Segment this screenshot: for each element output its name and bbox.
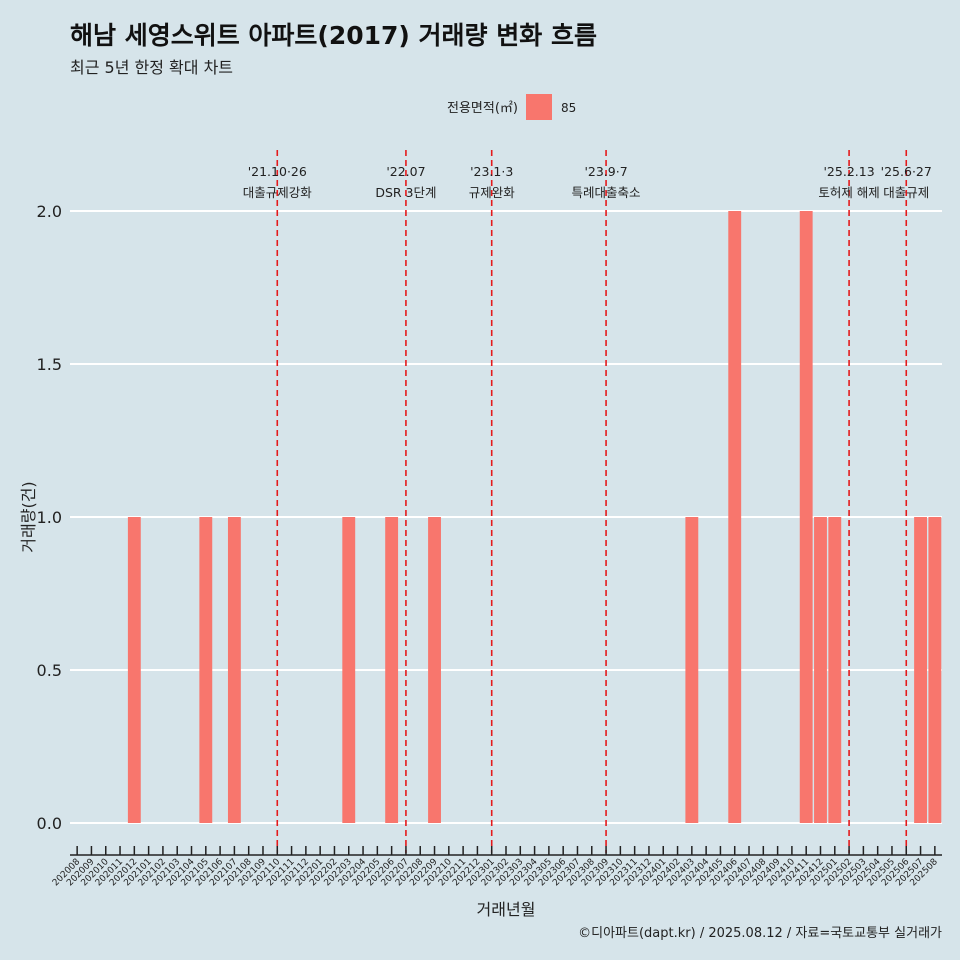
chart-subtitle: 최근 5년 한정 확대 차트 bbox=[70, 58, 234, 77]
bar bbox=[342, 517, 356, 823]
bar bbox=[728, 211, 742, 823]
legend-title: 전용면적(㎡) bbox=[447, 101, 518, 116]
y-axis: 0.0 0.5 1.0 1.5 2.0 bbox=[37, 202, 62, 833]
y-tick-label: 1.0 bbox=[37, 508, 62, 527]
event-name-label: 특례대출축소 bbox=[572, 185, 641, 200]
bar bbox=[127, 517, 141, 823]
event-name-label: 대출규제강화 bbox=[243, 185, 313, 200]
bar bbox=[814, 517, 827, 823]
y-axis-label: 거래량(건) bbox=[19, 481, 38, 552]
y-tick-label: 0.0 bbox=[37, 814, 62, 833]
event-date-label: '21.10·26 bbox=[248, 164, 307, 179]
bar bbox=[799, 211, 813, 823]
bar bbox=[428, 517, 441, 823]
bar bbox=[914, 517, 927, 823]
bar bbox=[227, 517, 241, 823]
x-axis: 2020082020092020102020112020122021012021… bbox=[51, 846, 942, 888]
legend: 전용면적(㎡) 85 bbox=[447, 94, 576, 120]
event-lines: '21.10·26 대출규제강화 '22.07 DSR 3단계 '23.1·3 규제완화 '… bbox=[243, 150, 932, 853]
bar bbox=[385, 517, 399, 823]
event-date-label: '25.6·27 bbox=[881, 164, 932, 179]
bars bbox=[127, 211, 942, 823]
source-caption: ©디아파트(dapt.kr) / 2025.08.12 / 자료=국토교통부 실… bbox=[578, 926, 942, 941]
event-date-label: '25.2.13 bbox=[824, 164, 875, 179]
event-date-label: '23.9·7 bbox=[584, 164, 627, 179]
y-tick-label: 2.0 bbox=[37, 202, 62, 221]
y-tick-label: 0.5 bbox=[37, 661, 62, 680]
event-name-label: 규제완화 bbox=[469, 185, 516, 200]
bar bbox=[685, 517, 699, 823]
event-name-label: 대출규제 bbox=[883, 185, 929, 200]
legend-key bbox=[526, 94, 552, 120]
bar bbox=[828, 517, 842, 823]
legend-label: 85 bbox=[561, 101, 576, 115]
event-name-label: DSR 3단계 bbox=[375, 185, 436, 200]
event-date-label: '23.1·3 bbox=[470, 164, 513, 179]
y-tick-label: 1.5 bbox=[37, 355, 62, 374]
event-date-label: '22.07 bbox=[386, 164, 425, 179]
x-axis-label: 거래년월 bbox=[477, 900, 536, 919]
grid-lines bbox=[70, 210, 942, 824]
chart-title: 해남 세영스위트 아파트(2017) 거래량 변화 흐름 bbox=[70, 21, 597, 50]
event-name-label: 토허제 해제 bbox=[818, 185, 879, 200]
bar bbox=[928, 517, 942, 823]
bar bbox=[199, 517, 213, 823]
